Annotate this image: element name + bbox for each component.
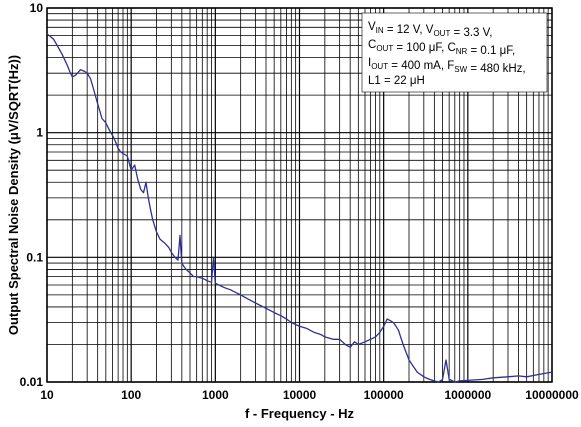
y-tick-label: 0.01 <box>20 375 44 389</box>
x-tick-label: 100 <box>121 388 141 402</box>
legend-line: IOUT = 400 mA, FSW = 480 kHz, <box>368 57 526 75</box>
x-tick-label: 10 <box>40 388 54 402</box>
x-tick-label: 100000 <box>364 388 404 402</box>
y-tick-label: 0.1 <box>26 250 43 264</box>
legend-line: L1 = 22 μH <box>368 75 425 87</box>
y-axis-title: Output Spectral Noise Density (μV/SQRT(H… <box>6 55 21 335</box>
tick-labels: 10 100 1000 10000 100000 1000000 10000000 0.01 0… <box>20 1 579 402</box>
legend-box: VIN = 12 V, VOUT = 3.3 V,COUT = 100 μF, … <box>361 12 548 93</box>
y-tick-label: 10 <box>30 1 44 15</box>
x-tick-label: 10000000 <box>525 388 579 402</box>
legend-background <box>361 12 548 93</box>
x-tick-label: 1000000 <box>444 388 491 402</box>
legend-line: COUT = 100 μF, CNR = 0.1 μF, <box>368 39 515 57</box>
x-axis-title: f - Frequency - Hz <box>245 406 355 421</box>
x-tick-label: 10000 <box>283 388 317 402</box>
plot-frame <box>46 7 553 383</box>
grid-lines <box>46 7 553 383</box>
y-tick-label: 1 <box>36 126 43 140</box>
x-tick-label: 1000 <box>202 388 229 402</box>
series-line-noise-density <box>46 33 553 383</box>
legend-line: VIN = 12 V, VOUT = 3.3 V, <box>368 21 492 39</box>
